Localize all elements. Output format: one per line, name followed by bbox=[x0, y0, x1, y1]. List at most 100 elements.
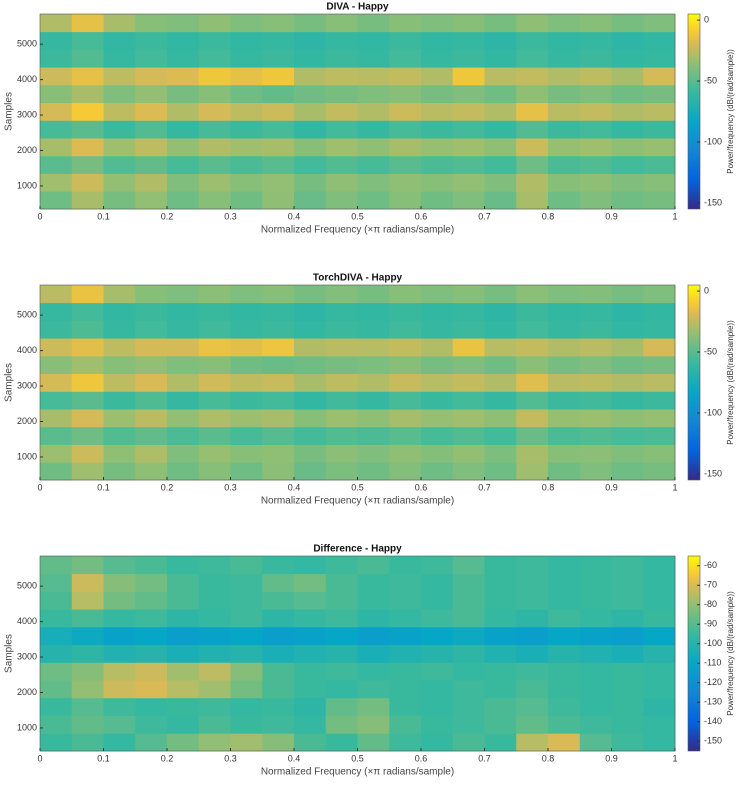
heat-cell bbox=[484, 155, 517, 174]
heat-cell bbox=[452, 697, 485, 716]
heat-cell bbox=[325, 14, 358, 33]
heat-cell bbox=[357, 444, 390, 463]
colorbar-tick-label: -60 bbox=[704, 560, 717, 570]
heat-cell bbox=[579, 173, 612, 192]
heat-cell bbox=[548, 373, 581, 392]
heat-cell bbox=[294, 573, 327, 592]
heat-cell bbox=[40, 31, 73, 50]
heat-cell bbox=[516, 373, 549, 392]
heat-cell bbox=[325, 462, 358, 481]
heat-cell bbox=[103, 391, 136, 410]
heat-cell bbox=[452, 191, 485, 210]
heat-cell bbox=[611, 155, 644, 174]
colorbar-tick-label: -50 bbox=[704, 75, 717, 85]
heat-cell bbox=[421, 338, 454, 357]
heat-cell bbox=[294, 462, 327, 481]
heat-cell bbox=[548, 609, 581, 628]
heat-cell bbox=[71, 662, 104, 681]
heat-cell bbox=[71, 102, 104, 121]
heat-cell bbox=[230, 67, 263, 86]
heat-cell bbox=[325, 49, 358, 68]
heat-cell bbox=[484, 67, 517, 86]
heat-cell bbox=[262, 697, 295, 716]
heat-cell bbox=[579, 626, 612, 646]
heat-cell bbox=[40, 191, 73, 210]
heat-cell bbox=[40, 680, 73, 699]
heat-cell bbox=[294, 49, 327, 68]
colorbar-tick-label: -50 bbox=[704, 346, 717, 356]
heat-cell bbox=[452, 409, 485, 428]
heat-cell bbox=[40, 715, 73, 734]
heat-cell bbox=[325, 173, 358, 192]
heat-cell bbox=[71, 556, 104, 575]
heat-cell bbox=[452, 556, 485, 575]
heat-cell bbox=[389, 302, 422, 321]
heat-cell bbox=[548, 444, 581, 463]
heat-cell bbox=[548, 84, 581, 104]
heat-cell bbox=[325, 391, 358, 410]
heat-cell bbox=[167, 84, 200, 104]
heat-cell bbox=[167, 609, 200, 628]
heat-cell bbox=[40, 84, 73, 104]
heat-cell bbox=[516, 409, 549, 428]
heat-cell bbox=[198, 338, 231, 357]
heat-cell bbox=[611, 302, 644, 321]
heat-cell bbox=[230, 138, 263, 157]
heat-cell bbox=[103, 556, 136, 575]
heat-cell bbox=[452, 155, 485, 174]
heat-cell bbox=[167, 573, 200, 592]
heat-cell bbox=[452, 31, 485, 50]
heat-cell bbox=[516, 644, 549, 663]
heat-cell bbox=[230, 14, 263, 33]
heat-cell bbox=[516, 138, 549, 157]
heat-cell bbox=[230, 715, 263, 734]
heat-cell bbox=[611, 14, 644, 33]
heat-cell bbox=[40, 426, 73, 445]
heat-cell bbox=[167, 355, 200, 375]
heat-cell bbox=[516, 462, 549, 481]
x-tick-label: 0.5 bbox=[351, 211, 364, 221]
heat-cell bbox=[548, 680, 581, 699]
heat-cell bbox=[135, 355, 168, 375]
heat-cell bbox=[516, 14, 549, 33]
heat-cell bbox=[71, 173, 104, 192]
heat-cell bbox=[167, 155, 200, 174]
heat-cell bbox=[198, 67, 231, 86]
heat-cell bbox=[389, 733, 422, 752]
heat-cell bbox=[71, 67, 104, 86]
heat-cell bbox=[40, 609, 73, 628]
heat-cell bbox=[484, 591, 517, 610]
heat-cell bbox=[516, 191, 549, 210]
heat-cell bbox=[230, 626, 263, 646]
heat-cell bbox=[167, 409, 200, 428]
heat-cell bbox=[294, 444, 327, 463]
heat-cell bbox=[452, 609, 485, 628]
heat-cell bbox=[230, 444, 263, 463]
heat-cell bbox=[421, 573, 454, 592]
heat-cell bbox=[389, 191, 422, 210]
heat-cell bbox=[325, 373, 358, 392]
heat-cell bbox=[579, 138, 612, 157]
x-tick-label: 1 bbox=[672, 211, 677, 221]
heat-cell bbox=[516, 173, 549, 192]
heat-cell bbox=[643, 556, 676, 575]
heat-cell bbox=[167, 102, 200, 121]
heat-cell bbox=[452, 444, 485, 463]
y-tick-label: 2000 bbox=[17, 145, 37, 155]
heat-cell bbox=[294, 556, 327, 575]
heat-cell bbox=[484, 102, 517, 121]
heat-cell bbox=[421, 680, 454, 699]
heat-cell bbox=[294, 320, 327, 339]
heat-cell bbox=[262, 31, 295, 50]
x-tick-label: 0 bbox=[37, 753, 42, 763]
heat-cell bbox=[548, 662, 581, 681]
heat-cell bbox=[262, 14, 295, 33]
heat-cell bbox=[198, 733, 231, 752]
y-tick-label: 3000 bbox=[17, 109, 37, 119]
heat-cell bbox=[40, 462, 73, 481]
heat-cell bbox=[548, 14, 581, 33]
heat-cell bbox=[262, 733, 295, 752]
heat-cell bbox=[198, 680, 231, 699]
heat-cell bbox=[484, 715, 517, 734]
heat-cell bbox=[103, 626, 136, 646]
